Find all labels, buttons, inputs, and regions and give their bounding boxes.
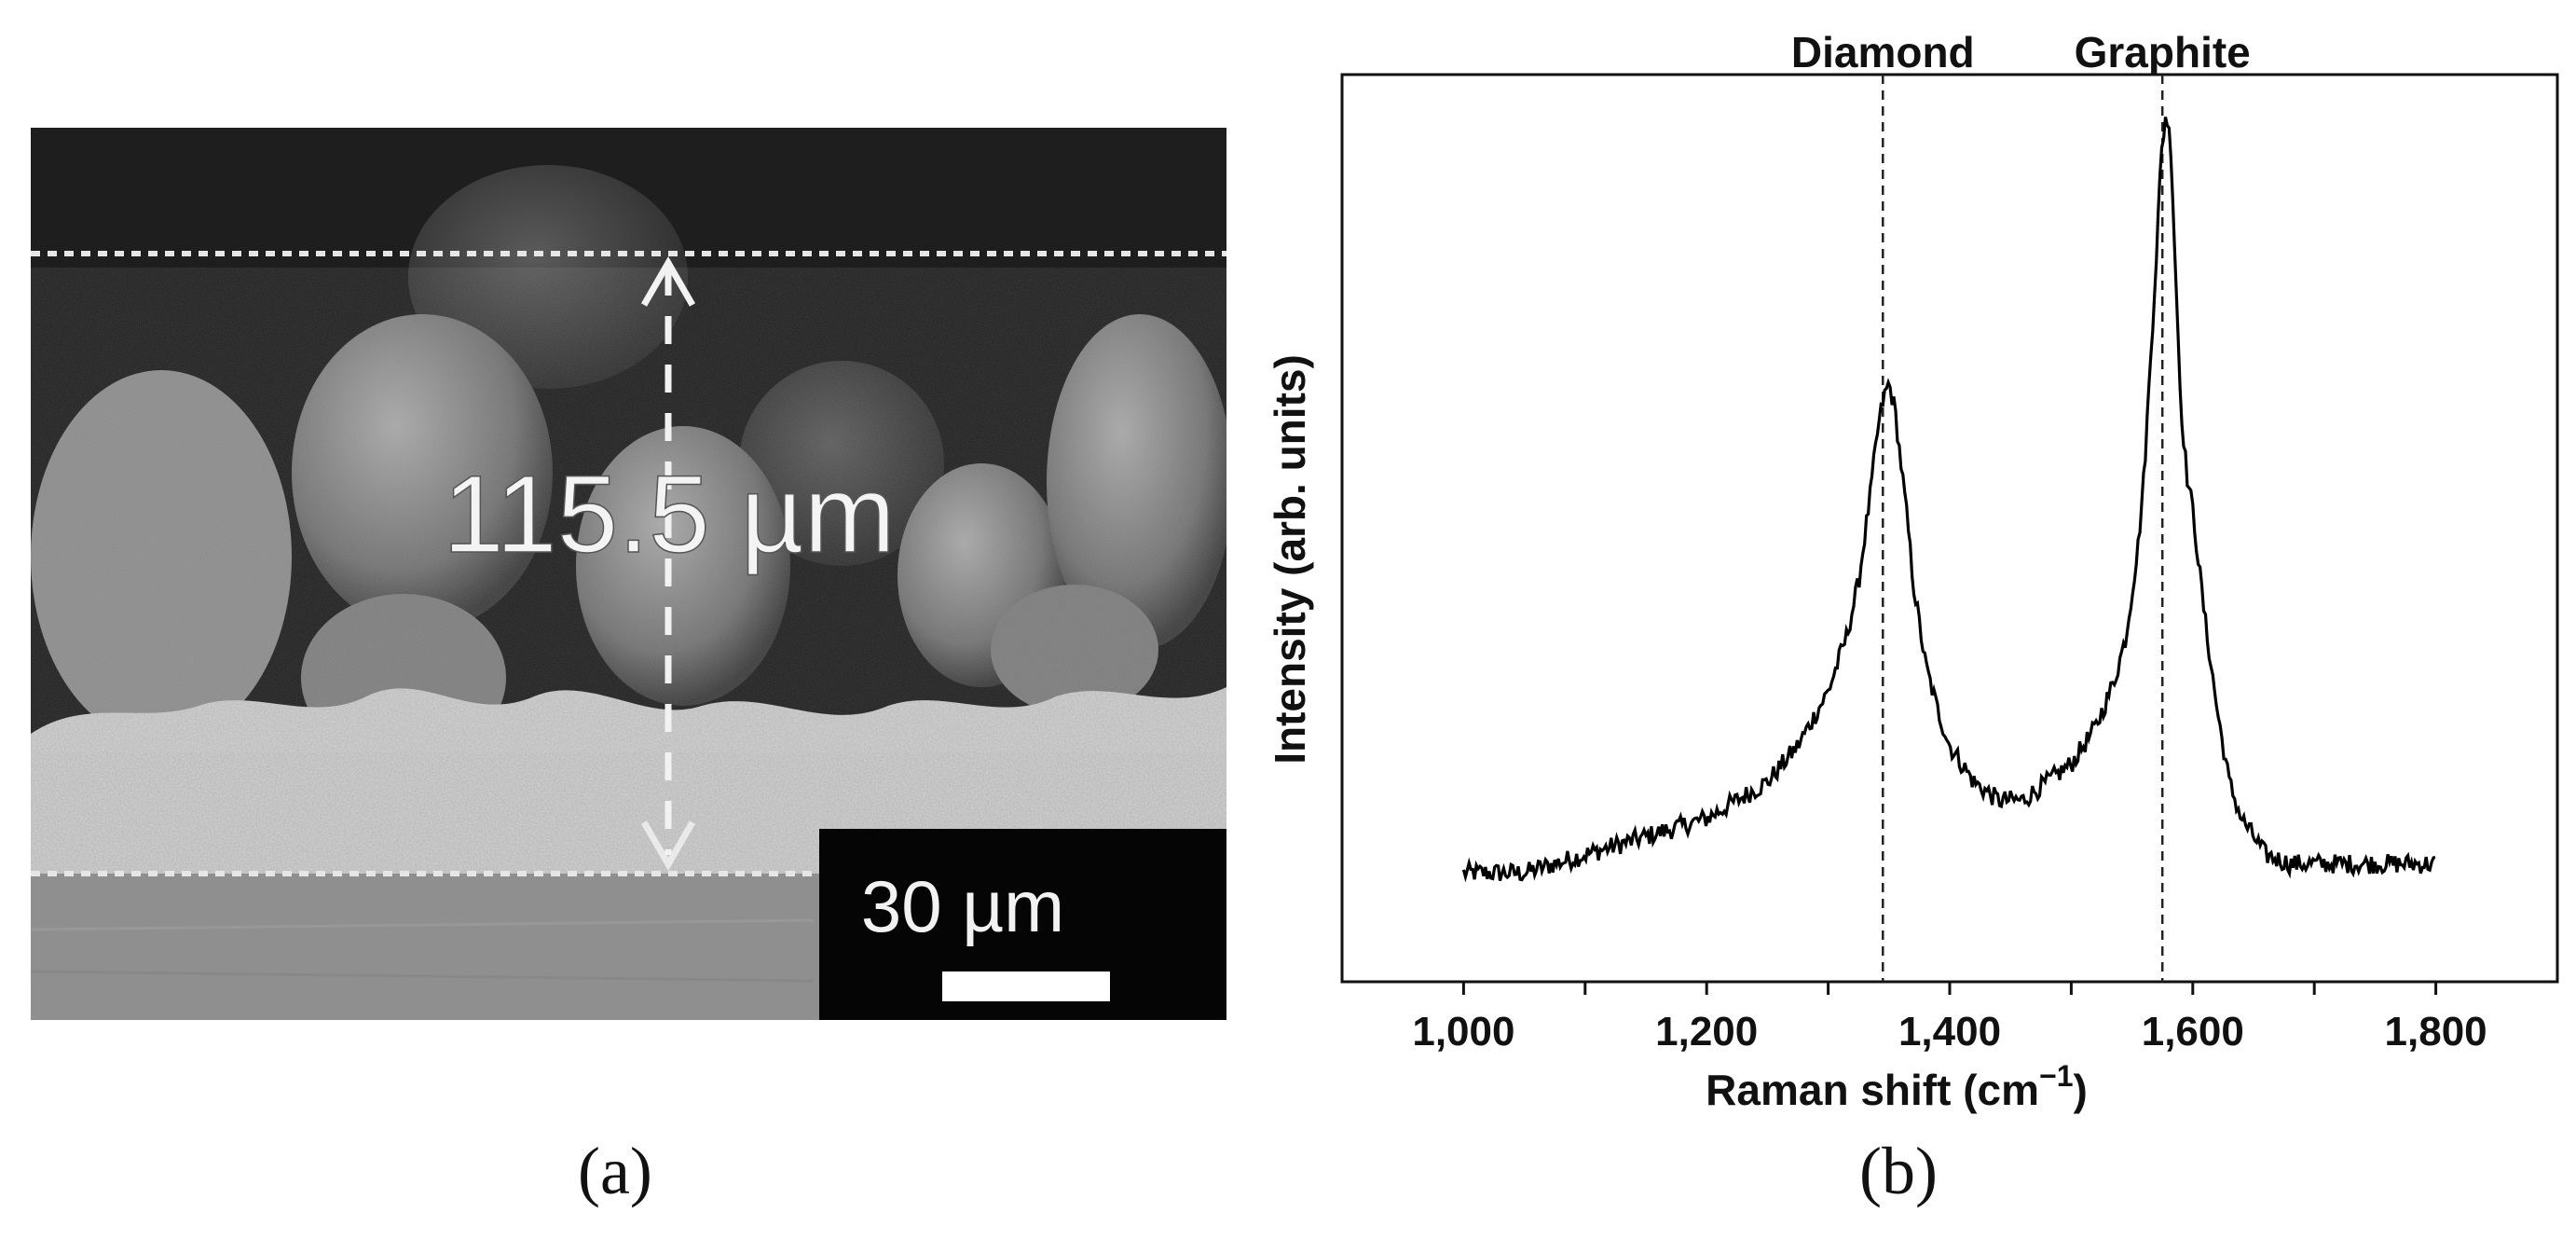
x-axis-label: Raman shift (cm−1): [1706, 1059, 2088, 1114]
scale-bar: [942, 972, 1110, 1001]
x-tick-label: 1,400: [1898, 1009, 2001, 1054]
annotation-graphite: Graphite: [2075, 28, 2251, 76]
spectrum-line: [1461, 117, 2436, 883]
panel-label-a: (a): [578, 1134, 652, 1208]
x-axis-label-sup: −1: [2039, 1059, 2073, 1093]
sem-cross-section: 115.5 µm 30 µm: [31, 128, 1226, 1020]
panel-label-b: (b): [1859, 1134, 1938, 1208]
y-axis-label: Intensity (arb. units): [1266, 354, 1314, 765]
x-tick-label: 1,600: [2142, 1009, 2244, 1054]
thickness-label: 115.5 µm: [443, 453, 896, 576]
plot-frame: [1340, 73, 2559, 984]
raman-chart: 1,000 1,200 1,400 1,600 1,800 Diamond Graphi…: [1249, 19, 2576, 1165]
annotation-diamond: Diamond: [1791, 28, 1975, 76]
sem-image: 115.5 µm 30 µm: [31, 128, 1226, 1020]
scale-bar-label: 30 µm: [861, 865, 1064, 947]
x-tick-label: 1,000: [1412, 1009, 1514, 1054]
x-tick-label: 1,800: [2385, 1009, 2487, 1054]
raman-chart-svg: 1,000 1,200 1,400 1,600 1,800 Diamond Graphi…: [1266, 28, 2559, 1114]
x-tick-label: 1,200: [1655, 1009, 1758, 1054]
